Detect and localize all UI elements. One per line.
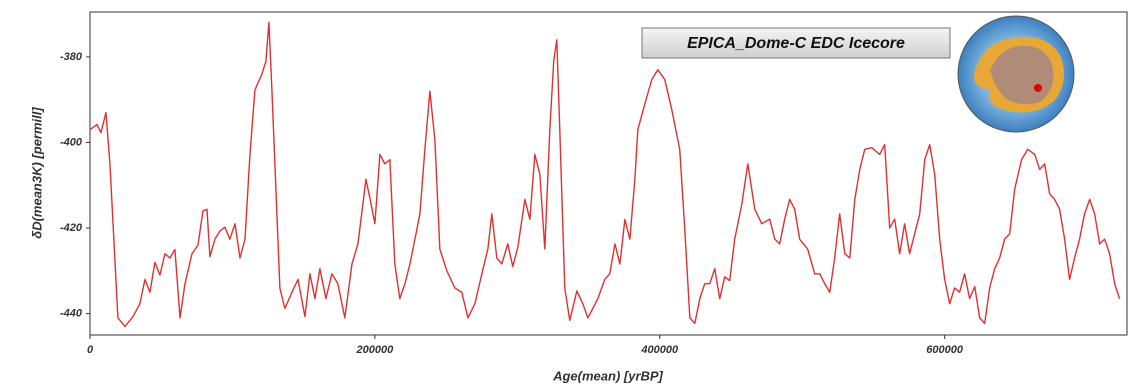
- y-tick-label: -400: [60, 136, 83, 148]
- y-axis-label: δD(mean3K) [permill]: [29, 107, 44, 239]
- x-tick-label: 400000: [640, 344, 679, 356]
- x-axis-label: Age(mean) [yrBP]: [552, 368, 663, 383]
- x-tick-label: 200000: [356, 344, 395, 356]
- x-tick-label: 0: [87, 344, 94, 356]
- y-tick-label: -440: [60, 308, 83, 320]
- chart: EPICA_Dome-C EDC Icecore Age(mean) [yrBP…: [0, 0, 1135, 387]
- y-tick-label: -380: [60, 51, 83, 63]
- x-tick-label: 600000: [926, 344, 964, 356]
- annotation: EPICA_Dome-C EDC Icecore: [687, 35, 905, 52]
- inset-map: [958, 16, 1074, 132]
- y-tick-label: -420: [60, 222, 83, 234]
